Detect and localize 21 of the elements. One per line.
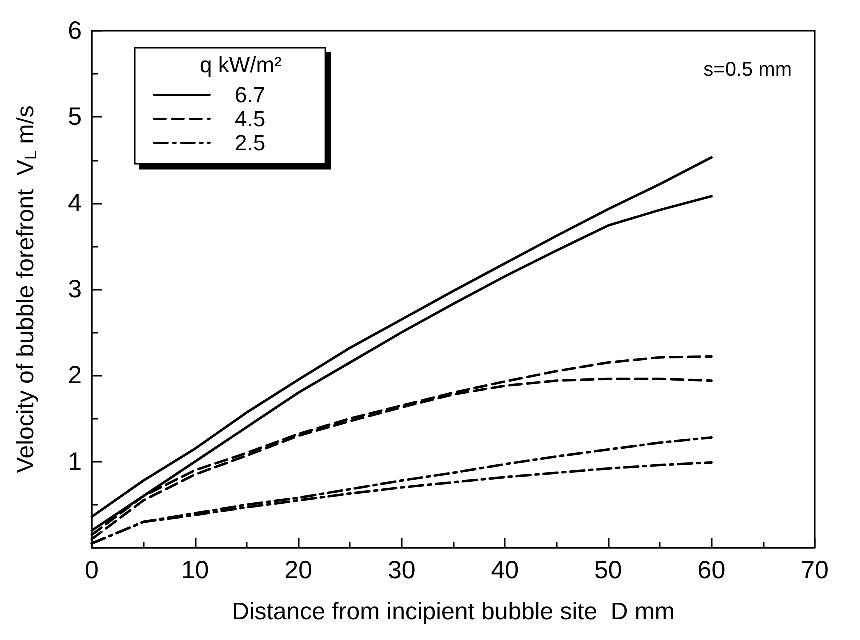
x-tick-label: 50 xyxy=(594,556,622,584)
legend-label: 4.5 xyxy=(235,106,266,132)
y-tick-label: 6 xyxy=(68,17,82,45)
x-tick-label: 40 xyxy=(491,556,520,584)
y-tick-label: 4 xyxy=(68,189,82,218)
y-axis-title: Velocity of bubble forefront VL m/s xyxy=(12,106,40,474)
x-tick-label: 10 xyxy=(181,556,210,584)
x-tick-label: 20 xyxy=(284,556,312,584)
legend-label: 2.5 xyxy=(235,130,266,156)
y-tick-label: 3 xyxy=(68,276,82,304)
x-tick-label: 30 xyxy=(388,556,416,584)
y-tick-label: 2 xyxy=(68,362,82,390)
y-tick-label: 1 xyxy=(68,448,82,476)
x-tick-label: 60 xyxy=(698,556,726,584)
y-tick-label: 5 xyxy=(68,103,82,132)
annotation: s=0.5 mm xyxy=(704,59,792,81)
x-tick-label: 0 xyxy=(85,556,99,584)
x-tick-label: 70 xyxy=(801,556,829,584)
legend-label: 6.7 xyxy=(235,82,266,108)
x-axis-title: Distance from incipient bubble site D mm xyxy=(232,598,675,626)
legend-title: q kW/m² xyxy=(200,52,282,78)
